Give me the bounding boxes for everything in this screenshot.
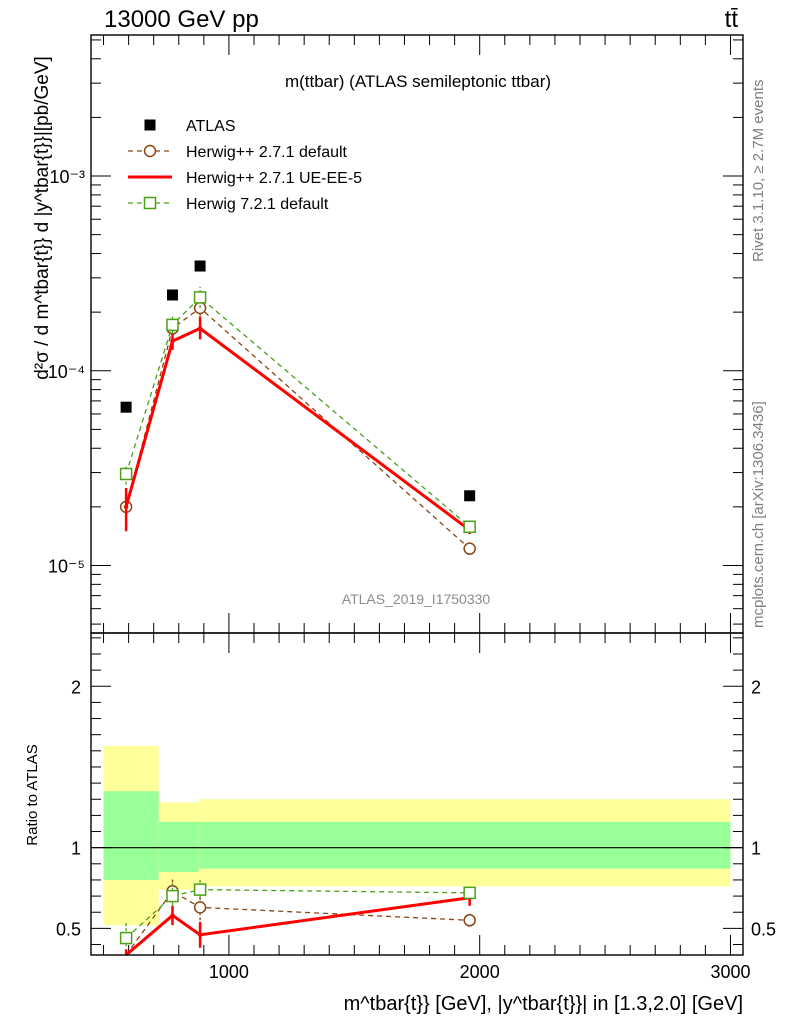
ratio-series-point	[463, 886, 476, 900]
mcplots-source-label: mcplots.cern.ch [arXiv:1306.3436]	[750, 401, 767, 628]
ratio-y-tick-label-right: 1	[751, 839, 761, 859]
main-series-point	[463, 542, 476, 555]
ratio-y-tick-label-right: 2	[751, 677, 761, 697]
legend-marker	[144, 119, 156, 131]
main-series-line	[124, 326, 471, 532]
ratio-series-point	[119, 931, 133, 945]
ratio-series-point	[463, 914, 476, 927]
main-series-point	[166, 318, 179, 332]
main-series-line	[125, 296, 471, 528]
watermark-analysis-id: ATLAS_2019_I1750330	[342, 591, 491, 607]
x-tick-label: 2000	[460, 962, 500, 982]
main-y-axis-label: d²σ / d m^tbar{t}} d |y^tbar{t}}|[pb/GeV…	[32, 56, 53, 380]
main-y-tick-label: 10⁻⁴	[48, 362, 85, 382]
ratio-series-point	[170, 913, 175, 918]
main-series-point	[197, 326, 203, 331]
header-final-state-label: tt̄	[725, 6, 739, 33]
ratio-series-point	[193, 901, 207, 914]
ratio-series-point	[197, 932, 203, 938]
legend: ATLAS Herwig++ 2.7.1 default Herwig++ 2.7.…	[128, 118, 362, 213]
main-series-point	[119, 467, 133, 481]
main-series-point	[123, 504, 129, 510]
main-data-layer	[119, 260, 476, 555]
main-series-point	[463, 520, 476, 534]
header-process-label: 13000 GeV pp	[104, 6, 259, 33]
ratio-inner-band	[198, 821, 731, 869]
ratio-inner-band	[158, 821, 199, 872]
main-panel: m(ttbar) (ATLAS semileptonic ttbar) ATLA…	[32, 34, 744, 634]
rivet-version-label: Rivet 3.1.10, ≥ 2.7M events	[750, 80, 767, 263]
legend-marker	[143, 196, 157, 210]
ratio-series-point	[193, 883, 207, 896]
ratio-series-line	[125, 890, 470, 956]
main-axis-ticks: 10⁻⁵ 10⁻⁴ 10⁻³	[48, 35, 743, 633]
ratio-y-tick-label-right: 0.5	[751, 919, 776, 939]
legend-entry-label: Herwig 7.2.1 default	[186, 196, 329, 213]
main-series-point	[193, 291, 207, 304]
main-series-point	[464, 490, 476, 502]
x-tick-label: 1000	[209, 962, 249, 982]
ratio-series-line	[125, 896, 470, 957]
ratio-y-axis-label: Ratio to ATLAS	[24, 744, 41, 845]
ratio-y-tick-label-left: 2	[71, 677, 81, 697]
x-tick-label: 3000	[710, 962, 750, 982]
legend-marker	[143, 144, 157, 158]
ratio-y-tick-label-left: 1	[71, 839, 81, 859]
ratio-inner-band	[103, 791, 159, 880]
x-axis-label: m^tbar{t}} [GeV], |y^tbar{t}}| in [1.3,2…	[344, 993, 743, 1015]
ratio-series-line	[125, 888, 470, 939]
ratio-uncertainty-bands	[103, 745, 731, 926]
legend-entry-label: Herwig++ 2.7.1 UE-EE-5	[186, 170, 362, 187]
main-series-point	[170, 338, 175, 344]
ratio-panel: 0.5 0.5 1 1 2 2 1000 2000 3000 Ratio to ATLAS m^…	[24, 632, 776, 1015]
legend-entry-label: Herwig++ 2.7.1 default	[186, 144, 348, 161]
main-series-point	[167, 289, 178, 301]
main-series-line	[125, 307, 471, 550]
ratio-series-point	[166, 889, 179, 903]
legend-entry-label: ATLAS	[186, 118, 236, 135]
ratio-y-tick-label-left: 0.5	[56, 919, 81, 939]
ratio-frame	[90, 632, 744, 956]
ratio-axis-ticks: 0.5 0.5 1 1 2 2 1000 2000 3000	[56, 633, 776, 982]
main-series-point	[120, 401, 132, 413]
main-title: m(ttbar) (ATLAS semileptonic ttbar)	[285, 72, 551, 91]
main-y-tick-label: 10⁻³	[49, 167, 85, 187]
main-y-tick-label: 10⁻⁵	[48, 556, 85, 576]
ratio-data-layer	[119, 878, 476, 957]
main-series-point	[194, 260, 206, 272]
